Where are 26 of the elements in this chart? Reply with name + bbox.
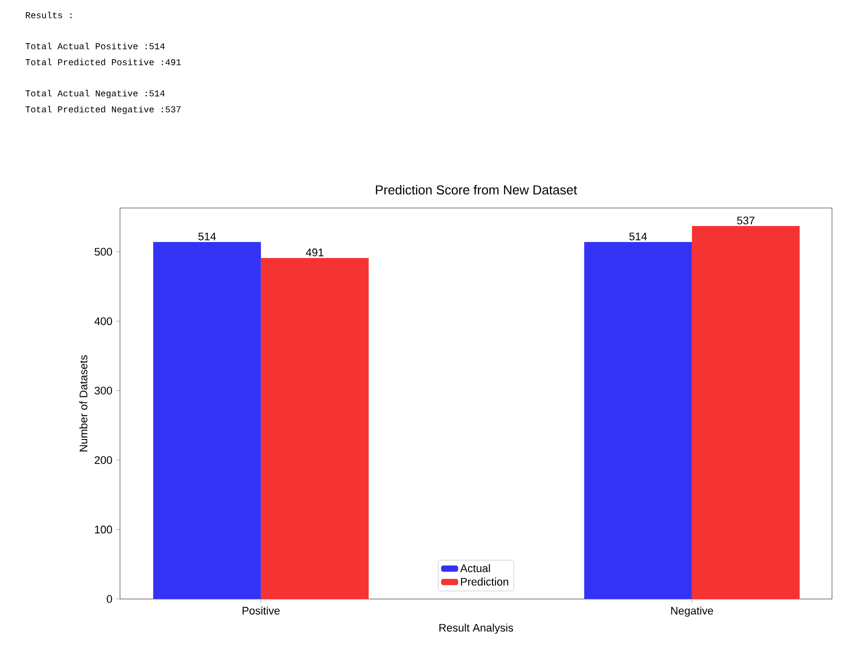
y-tick-label: 200: [94, 456, 112, 464]
text: Total Actual Positive :514: [26, 42, 165, 50]
y-tick-label: 100: [95, 526, 112, 534]
data-label: 537: [737, 216, 754, 224]
text: Total Actual Negative :514: [26, 90, 165, 98]
data-label: 514: [629, 232, 647, 240]
legend-label: Prediction: [461, 578, 508, 586]
legend-label: Actual: [460, 564, 490, 572]
text: Results :: [26, 12, 72, 18]
text: Total Predicted Negative :537: [26, 106, 181, 114]
x-tick-label: Positive: [242, 606, 280, 615]
chart-title: Prediction Score from New Dataset: [376, 184, 578, 194]
y-axis-title: Number of Datasets: [79, 355, 88, 452]
x-axis-title: Result Analysis: [439, 624, 514, 634]
y-tick-label: 400: [94, 317, 112, 326]
bar: [153, 242, 261, 599]
y-tick-label: 300: [94, 386, 112, 395]
x-tick-label: Negative: [671, 606, 714, 617]
data-label: 491: [306, 248, 324, 256]
bar: [692, 226, 800, 599]
data-label: 514: [198, 232, 216, 240]
text: Total Predicted Positive :491: [26, 58, 181, 66]
y-tick-label: 0: [106, 595, 112, 603]
bar: [584, 242, 692, 599]
bar: [260, 258, 369, 599]
y-tick-label: 500: [94, 248, 112, 256]
